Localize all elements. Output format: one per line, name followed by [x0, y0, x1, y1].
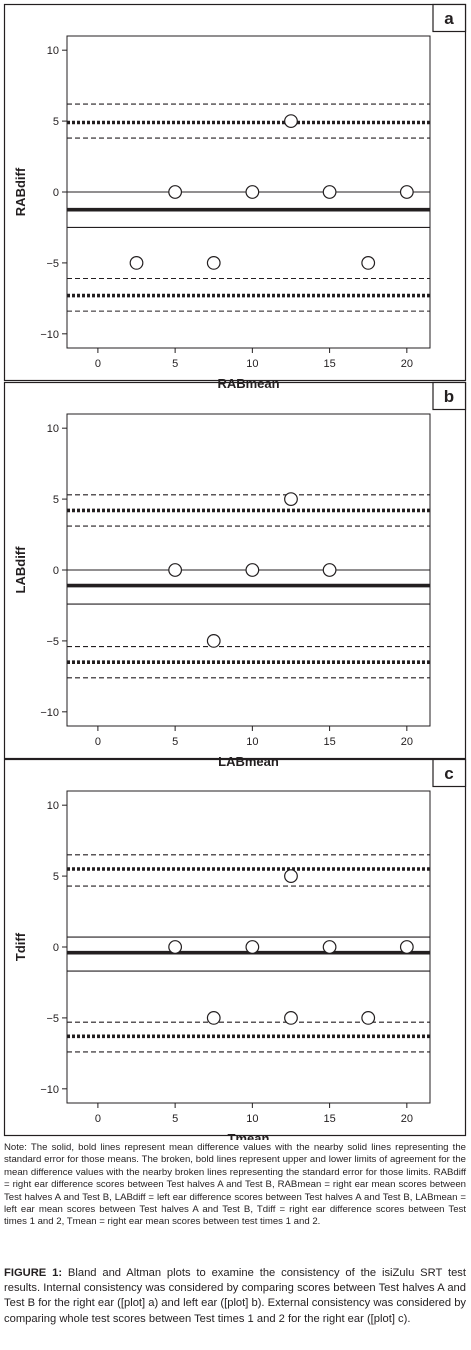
data-point [284, 1011, 298, 1025]
y-tick-label: −5 [46, 258, 59, 270]
y-tick-label: 0 [53, 942, 59, 954]
data-point [322, 563, 337, 577]
x-tick-label: 5 [172, 736, 178, 748]
y-tick-label: 10 [47, 423, 59, 435]
y-tick-label: 10 [47, 800, 59, 812]
data-point [322, 185, 337, 199]
data-point [284, 114, 298, 128]
data-point [168, 563, 183, 577]
x-tick-label: 10 [246, 1113, 258, 1125]
y-tick-label: −10 [40, 707, 59, 719]
caption-text: Bland and Altman plots to examine the co… [4, 1267, 467, 1325]
panel-frame [3, 3, 467, 382]
data-point [206, 634, 221, 648]
panel-label-frame [432, 758, 467, 788]
panel-label: a [444, 9, 454, 28]
panel-label-box: b [432, 381, 467, 411]
panel-frame [3, 381, 467, 760]
x-tick-label: 15 [323, 736, 335, 748]
data-point [245, 185, 260, 199]
x-axis-label: Tmean [228, 1131, 270, 1140]
x-tick-label: 5 [172, 358, 178, 370]
data-point [245, 563, 260, 577]
y-tick-label: −10 [40, 329, 59, 341]
data-point [129, 256, 144, 270]
panel-frame [3, 758, 467, 1137]
x-tick-label: 20 [401, 1113, 413, 1125]
x-tick-label: 15 [323, 1113, 335, 1125]
x-tick-label: 20 [401, 358, 413, 370]
caption-label: FIGURE 1: [4, 1267, 63, 1279]
data-point [322, 940, 337, 954]
x-tick-label: 0 [95, 358, 101, 370]
x-axis-label: RABmean [217, 376, 279, 391]
panel-b: b 10 5 0 −5 −10 0 5 10 15 20 LABmean LABdiff [3, 381, 467, 769]
x-tick-label: 15 [323, 358, 335, 370]
y-tick-label: 5 [53, 116, 59, 128]
y-tick-label: 0 [53, 565, 59, 577]
x-tick-label: 10 [246, 358, 258, 370]
figure-caption: FIGURE 1: Bland and Altman plots to exam… [4, 1266, 466, 1327]
x-tick-label: 10 [246, 736, 258, 748]
data-point [206, 256, 221, 270]
data-point [399, 940, 414, 954]
bland-altman-figure: a 10 5 0 −5 −10 0 5 10 15 20 RABmean RABdiff b 10 5 0 −5 −… [3, 3, 467, 1140]
y-tick-label: 5 [53, 494, 59, 506]
x-tick-label: 0 [95, 1113, 101, 1125]
y-axis-label: LABdiff [13, 546, 28, 594]
y-tick-label: 10 [47, 45, 59, 57]
figure-note: Note: The solid, bold lines represent me… [4, 1142, 466, 1228]
y-tick-label: −10 [40, 1084, 59, 1096]
y-axis-label: RABdiff [13, 167, 28, 216]
panel-label-frame [432, 381, 467, 411]
panel-a: a 10 5 0 −5 −10 0 5 10 15 20 RABmean RABdiff [3, 3, 467, 391]
data-point [245, 940, 260, 954]
data-point [168, 185, 183, 199]
y-tick-label: 0 [53, 187, 59, 199]
panel-c: c 10 5 0 −5 −10 0 5 10 15 20 Tmean Tdiff [3, 758, 467, 1140]
y-tick-label: 5 [53, 871, 59, 883]
x-tick-label: 5 [172, 1113, 178, 1125]
panel-label-frame [432, 3, 467, 33]
data-point [361, 256, 376, 270]
panel-label-box: c [432, 758, 467, 788]
x-tick-label: 0 [95, 736, 101, 748]
y-axis-label: Tdiff [13, 932, 28, 961]
data-point [168, 940, 183, 954]
panel-label-box: a [432, 3, 467, 33]
data-point [284, 869, 298, 883]
figure: a 10 5 0 −5 −10 0 5 10 15 20 RABmean RABdiff b 10 5 0 −5 −… [3, 3, 467, 1140]
y-tick-label: −5 [46, 636, 59, 648]
data-point [361, 1011, 376, 1025]
data-point [399, 185, 414, 199]
x-tick-label: 20 [401, 736, 413, 748]
x-axis-label: LABmean [218, 754, 279, 769]
y-tick-label: −5 [46, 1013, 59, 1025]
panel-label: b [444, 387, 454, 406]
panel-label: c [444, 764, 453, 783]
data-point [284, 492, 298, 506]
data-point [206, 1011, 221, 1025]
